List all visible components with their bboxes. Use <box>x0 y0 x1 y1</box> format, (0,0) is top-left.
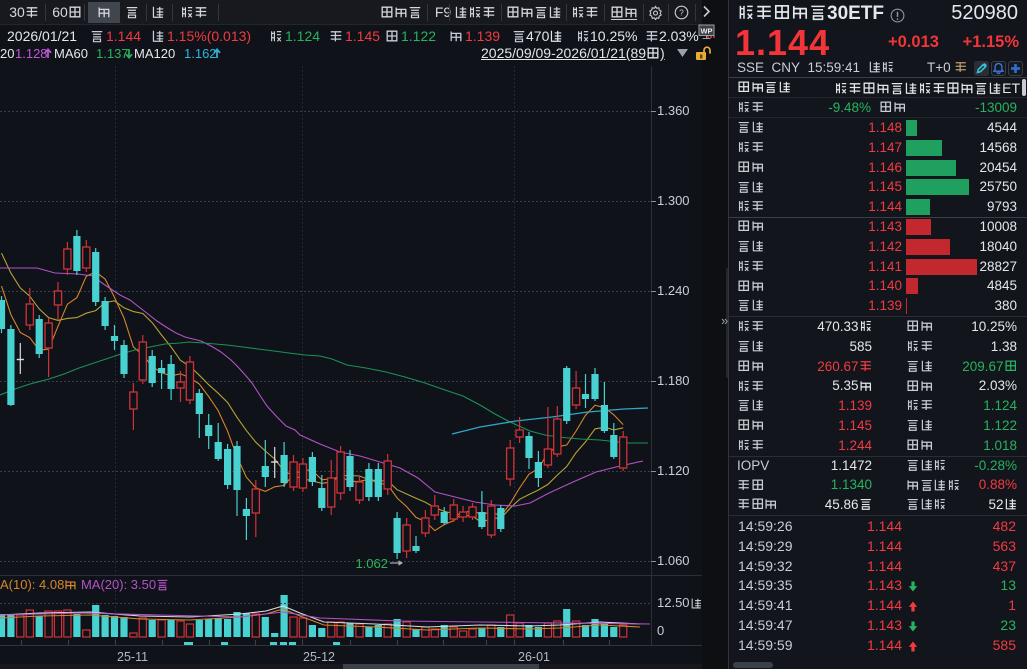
svg-text:1.360: 1.360 <box>657 103 690 118</box>
svg-text:1.060: 1.060 <box>657 553 690 568</box>
svg-text:1.180: 1.180 <box>657 373 690 388</box>
svg-text:26-01: 26-01 <box>518 650 550 664</box>
svg-text:1.062: 1.062 <box>355 556 388 571</box>
svg-text:1.300: 1.300 <box>657 193 690 208</box>
svg-text:12.50: 12.50 <box>657 595 690 610</box>
svg-text:0: 0 <box>657 623 664 638</box>
svg-text:?: ? <box>679 8 684 18</box>
svg-text:1.240: 1.240 <box>657 283 690 298</box>
svg-text:25-12: 25-12 <box>303 650 335 664</box>
svg-text:1.120: 1.120 <box>657 463 690 478</box>
svg-text:WP: WP <box>700 27 712 36</box>
svg-text:25-11: 25-11 <box>117 650 148 664</box>
